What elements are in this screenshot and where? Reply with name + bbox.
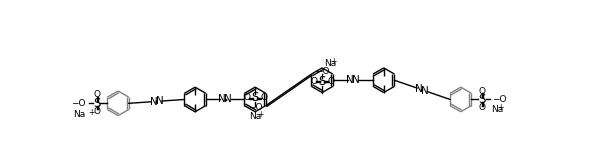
Text: N: N — [346, 75, 354, 85]
Text: +: + — [330, 57, 336, 66]
Text: O: O — [310, 77, 317, 86]
Text: +: + — [88, 108, 94, 117]
Text: S: S — [318, 75, 326, 88]
Text: N: N — [156, 96, 163, 106]
Text: S: S — [93, 97, 100, 110]
Text: O: O — [479, 103, 486, 112]
Text: O: O — [93, 107, 100, 116]
Text: O: O — [260, 93, 267, 102]
Text: −O: −O — [71, 99, 86, 108]
Text: −O: −O — [492, 95, 507, 104]
Text: N: N — [415, 84, 423, 94]
Text: N: N — [150, 97, 157, 107]
Text: O: O — [243, 93, 250, 102]
Text: N: N — [225, 94, 232, 104]
Text: Na: Na — [491, 105, 504, 114]
Text: O: O — [327, 77, 334, 86]
Text: Na: Na — [74, 110, 86, 119]
Text: Na: Na — [324, 59, 337, 68]
Text: +: + — [257, 110, 264, 119]
Text: S: S — [251, 91, 259, 104]
Text: O: O — [479, 87, 486, 95]
Text: Na: Na — [249, 112, 261, 121]
Text: S: S — [479, 93, 486, 106]
Text: N: N — [218, 94, 226, 104]
Text: N: N — [352, 75, 360, 85]
Text: −O: −O — [248, 103, 263, 112]
Text: −O: −O — [315, 67, 330, 76]
Text: O: O — [93, 90, 100, 99]
Text: N: N — [421, 86, 429, 96]
Text: +: + — [497, 103, 503, 112]
